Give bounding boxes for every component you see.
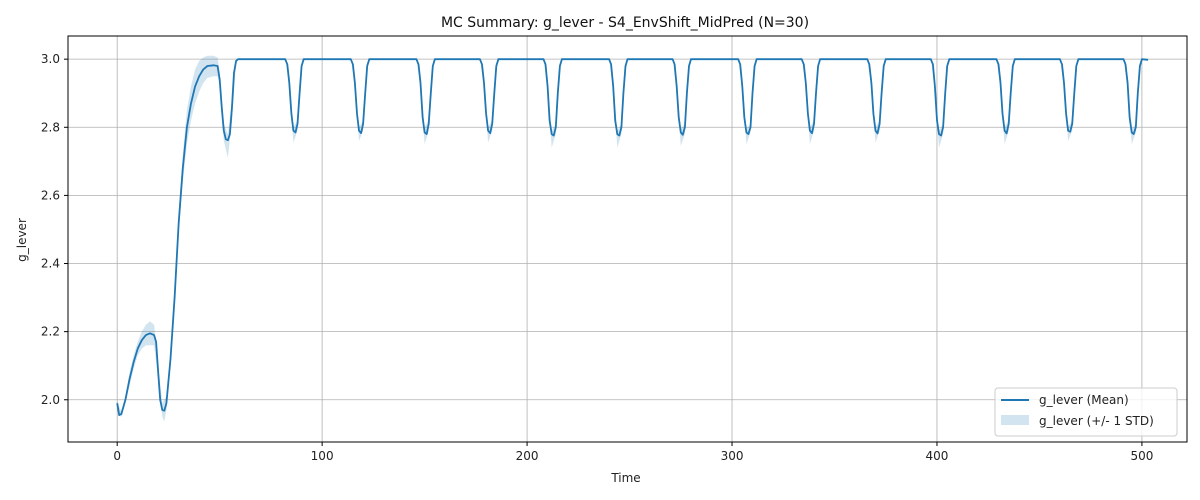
x-axis-ticks: 0 100 200 300 400 500 xyxy=(113,442,1153,463)
y-tick-label: 2.0 xyxy=(41,393,60,407)
legend-std-swatch xyxy=(1001,415,1029,425)
x-axis-title: Time xyxy=(610,471,640,485)
legend-std-label: g_lever (+/- 1 STD) xyxy=(1039,414,1154,428)
y-tick-label: 2.2 xyxy=(41,325,60,339)
x-tick-label: 200 xyxy=(516,449,539,463)
mean-line-layer xyxy=(116,58,1149,416)
x-tick-label: 0 xyxy=(113,449,121,463)
std-band-area xyxy=(117,55,1149,422)
y-axis-ticks: 2.0 2.2 2.4 2.6 2.8 3.0 xyxy=(41,52,68,407)
x-tick-label: 300 xyxy=(721,449,744,463)
plot-frame xyxy=(67,35,1188,443)
legend-mean-label: g_lever (Mean) xyxy=(1039,393,1129,407)
y-tick-label: 2.6 xyxy=(41,188,60,202)
grid-layer xyxy=(68,36,1187,442)
x-tick-label: 400 xyxy=(926,449,949,463)
y-tick-label: 3.0 xyxy=(41,52,60,66)
y-axis-title: g_lever xyxy=(15,218,29,262)
chart-title: MC Summary: g_lever - S4_EnvShift_MidPre… xyxy=(441,15,809,31)
y-tick-label: 2.4 xyxy=(41,257,60,271)
x-tick-label: 500 xyxy=(1130,449,1153,463)
legend-box xyxy=(994,387,1178,437)
x-tick-label: 100 xyxy=(311,449,334,463)
mean-series-line xyxy=(116,58,1149,416)
std-band-layer xyxy=(117,55,1149,422)
legend: g_lever (Mean) g_lever (+/- 1 STD) xyxy=(994,387,1178,437)
y-tick-label: 2.8 xyxy=(41,120,60,134)
